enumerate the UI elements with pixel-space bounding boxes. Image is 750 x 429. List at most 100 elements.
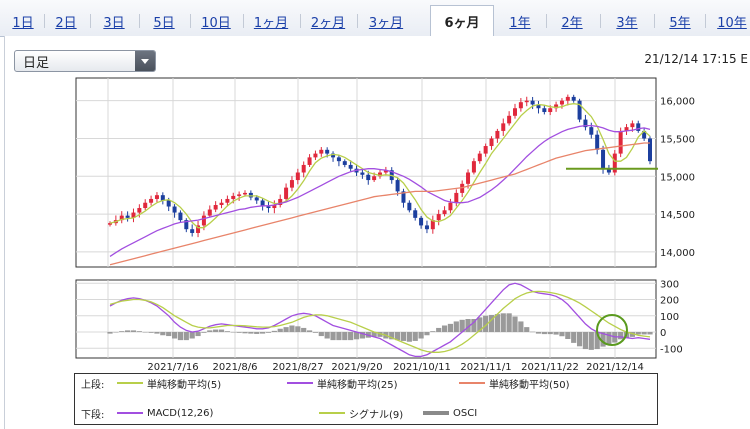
legend-item-osci: OSCI	[419, 406, 477, 420]
tab-5[interactable]: 10日	[201, 15, 231, 31]
candle-body	[295, 172, 300, 181]
osci-bar	[177, 332, 184, 341]
sma25-label: 単純移動平均(25)	[317, 379, 398, 391]
x-tick-label: 2021/12/14	[586, 362, 644, 373]
candle-body	[190, 229, 195, 233]
osci-bar	[306, 330, 313, 332]
osci-bar	[494, 314, 500, 332]
osci-bar	[377, 332, 383, 337]
candle-body	[360, 172, 365, 175]
legend-item-sma25: 単純移動平均(25)	[283, 376, 398, 391]
osci-bar	[635, 332, 641, 335]
candle-body	[119, 215, 124, 221]
candle-body	[618, 130, 623, 154]
osci-bar	[430, 331, 436, 332]
osci-label: OSCI	[453, 407, 478, 419]
candle-interval-select[interactable]: 日足	[14, 50, 156, 72]
candle-body	[413, 210, 418, 218]
candle-body	[325, 149, 330, 154]
candle-body	[336, 157, 341, 162]
osci-bar	[224, 331, 230, 332]
sma50-swatch	[459, 382, 485, 384]
osci-bar	[436, 327, 442, 332]
candle-body	[642, 130, 647, 139]
candle-body	[260, 200, 265, 207]
osci-bar	[465, 319, 471, 332]
candle-body	[612, 153, 617, 173]
osci-bar	[424, 332, 430, 336]
osci-bar	[553, 332, 559, 335]
macd-y-tick: 100	[660, 312, 679, 323]
candle-body	[518, 102, 523, 109]
osci-bar	[201, 332, 207, 333]
candle-body	[125, 215, 130, 218]
tab-separator	[189, 14, 191, 28]
tab-3[interactable]: 3日	[103, 15, 125, 31]
osci-bar	[588, 332, 594, 350]
osci-bar	[113, 332, 119, 333]
candle-body	[513, 108, 517, 116]
osci-bar	[453, 321, 459, 332]
candle-body	[624, 127, 629, 131]
osci-bar	[160, 332, 166, 336]
candle-body	[243, 192, 247, 195]
osci-bar	[265, 332, 272, 333]
candle-body	[648, 138, 652, 162]
candle-body	[301, 164, 306, 173]
osci-bar	[483, 315, 489, 332]
sma50-label: 単純移動平均(50)	[489, 379, 570, 391]
legend-item-macd: MACD(12,26)	[113, 406, 213, 420]
tab-2[interactable]: 2日	[55, 15, 77, 31]
tab-7[interactable]: 2ヶ月	[310, 15, 346, 31]
price-panel-frame	[75, 77, 657, 268]
tab-separator	[299, 14, 301, 28]
tab-1[interactable]: 1日	[12, 15, 34, 31]
sma50-line	[109, 142, 650, 266]
tab-12[interactable]: 3年	[616, 15, 638, 31]
candle-body	[489, 138, 494, 147]
candle-body	[160, 195, 165, 201]
candle-body	[289, 180, 294, 188]
tab-6[interactable]: 1ヶ月	[253, 15, 289, 31]
candle-interval-value: 日足	[23, 55, 50, 71]
candle-body	[313, 153, 318, 158]
osci-bar	[189, 332, 195, 339]
macd-y-tick: 0	[660, 328, 666, 339]
osci-bar	[530, 331, 536, 333]
osci-bar	[171, 332, 178, 339]
osci-bar	[254, 332, 260, 334]
tab-11[interactable]: 2年	[561, 15, 583, 31]
candle-body	[424, 225, 429, 230]
tab-8[interactable]: 3ヶ月	[368, 15, 404, 31]
candle-body	[583, 119, 588, 128]
tab-13[interactable]: 5年	[669, 15, 691, 31]
osci-bar	[371, 332, 377, 337]
osci-bar	[295, 326, 301, 332]
signal-line	[109, 290, 651, 353]
legend-lower-label: 下段:	[81, 409, 105, 421]
osci-bar	[576, 332, 583, 347]
chevron-down-icon[interactable]	[135, 51, 155, 71]
osci-bar	[342, 332, 348, 341]
osci-bar	[236, 332, 242, 333]
osci-bar	[260, 332, 266, 334]
osci-bar	[230, 332, 236, 333]
candle-body	[466, 172, 471, 184]
osci-bar	[594, 332, 600, 350]
candle-body	[378, 172, 382, 177]
osci-bar	[207, 330, 213, 332]
osci-bar	[336, 332, 342, 341]
legend-item-signal: シグナル(9)	[315, 406, 403, 421]
osci-bar	[441, 325, 448, 332]
candle-body	[554, 104, 559, 109]
tab-4[interactable]: 5日	[153, 15, 175, 31]
tab-14[interactable]: 10年	[717, 15, 747, 31]
macd-label: MACD(12,26)	[147, 407, 214, 419]
candle-body	[589, 127, 594, 135]
tab-10[interactable]: 1年	[509, 15, 531, 31]
candle-body	[507, 115, 512, 124]
osci-bar	[213, 329, 219, 332]
candle-body	[207, 209, 212, 216]
osci-bar	[353, 332, 360, 340]
